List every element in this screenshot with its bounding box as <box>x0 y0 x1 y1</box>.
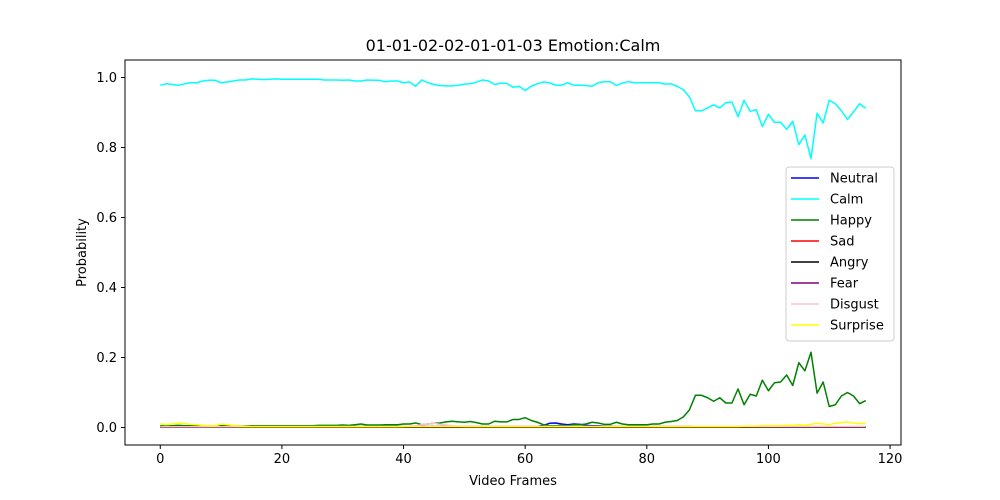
x-tick-label: 100 <box>756 452 781 467</box>
x-tick-label: 80 <box>639 452 656 467</box>
legend-label-happy: Happy <box>830 214 872 229</box>
series-line-surprise <box>160 421 866 428</box>
legend-box <box>785 166 895 342</box>
legend-label-calm: Calm <box>830 193 863 208</box>
legend-label-angry: Angry <box>830 256 869 271</box>
y-tick-label: 0.8 <box>96 141 117 156</box>
x-tick-label: 20 <box>274 452 291 467</box>
legend-label-neutral: Neutral <box>830 172 878 187</box>
legend-label-fear: Fear <box>830 277 859 292</box>
x-axis: 0 20 40 60 80 100 120 <box>156 445 902 467</box>
y-tick-label: 0.6 <box>96 211 117 226</box>
y-axis: 0.0 0.2 0.4 0.6 0.8 1.0 <box>96 71 125 436</box>
x-tick-label: 40 <box>395 452 412 467</box>
legend-label-surprise: Surprise <box>830 319 884 334</box>
series-lines <box>160 78 867 428</box>
chart-title: 01-01-02-02-01-01-03 Emotion:Calm <box>366 36 661 55</box>
x-axis-label: Video Frames <box>469 474 557 489</box>
plot-frame <box>124 59 902 446</box>
x-tick-label: 60 <box>517 452 534 467</box>
y-axis-label: Probability <box>75 218 90 287</box>
y-tick-label: 0.2 <box>96 351 117 366</box>
y-tick-label: 0.4 <box>96 281 117 296</box>
series-line-calm <box>160 78 867 160</box>
y-tick-label: 0.0 <box>96 421 117 436</box>
x-tick-label: 120 <box>878 452 903 467</box>
legend: Neutral Calm Happy Sad Angry Fear Disgust Surpr… <box>785 166 895 342</box>
legend-label-disgust: Disgust <box>830 298 879 313</box>
y-tick-label: 1.0 <box>96 71 117 86</box>
x-tick-label: 0 <box>156 452 164 467</box>
legend-label-sad: Sad <box>830 235 854 250</box>
